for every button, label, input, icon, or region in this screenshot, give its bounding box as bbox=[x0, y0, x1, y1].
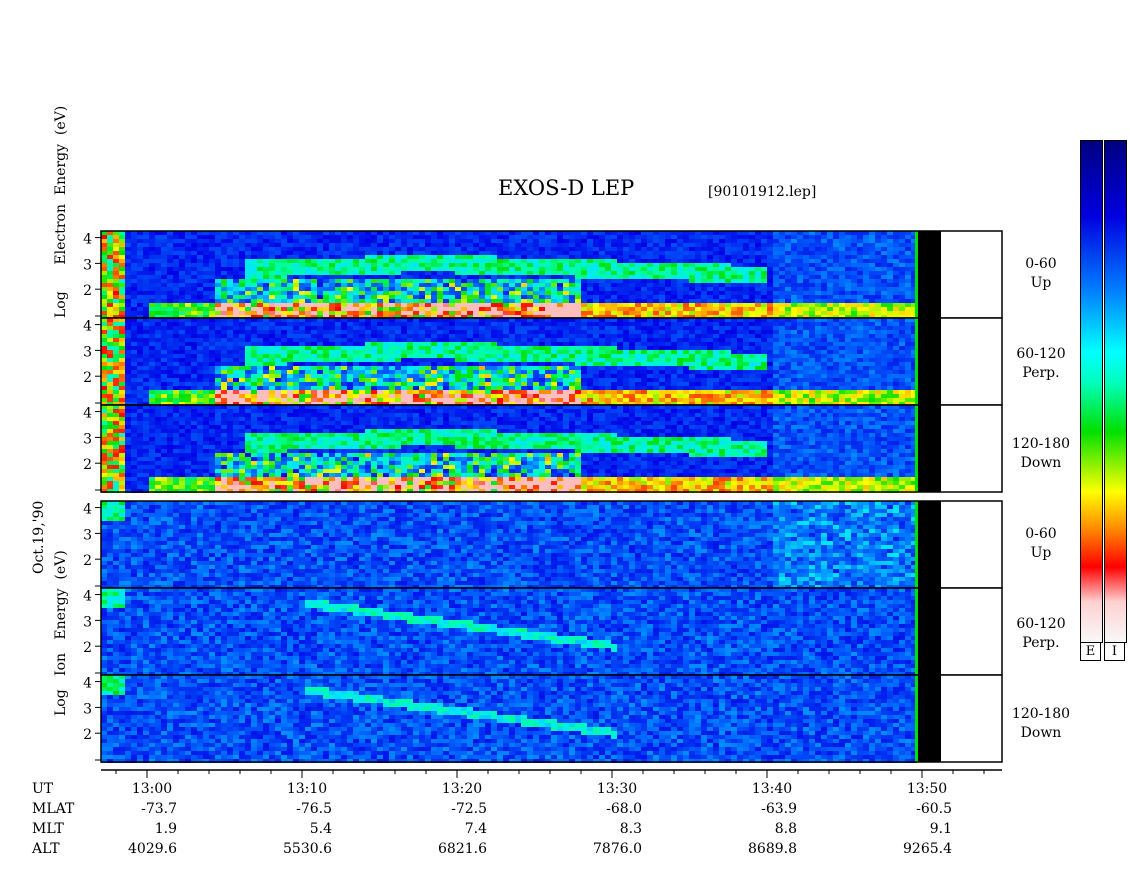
spectrogram-panel-6 bbox=[101, 675, 917, 763]
row-label-mlt: MLT bbox=[32, 821, 64, 837]
y-tick-label: 2 bbox=[83, 370, 92, 386]
ephemeris-mlat-value: -73.7 bbox=[141, 801, 177, 817]
y-tick-label: 3 bbox=[83, 614, 92, 630]
y-tick-label: 3 bbox=[83, 344, 92, 360]
ephemeris-mlat-value: -63.9 bbox=[761, 801, 797, 817]
chart-title: EXOS-D LEP bbox=[498, 176, 635, 200]
ion-energy-label: Log Ion Energy (eV) bbox=[53, 550, 69, 716]
panel-label-i-down: 120-180 Down bbox=[1011, 706, 1071, 741]
spectrogram-panel-2 bbox=[101, 318, 917, 406]
y-tick-label: 2 bbox=[83, 283, 92, 299]
ephemeris-mlat-value: -72.5 bbox=[451, 801, 487, 817]
spectrogram-panel-1 bbox=[101, 231, 917, 319]
ephemeris-mlat-value: -76.5 bbox=[296, 801, 332, 817]
data-gap-2 bbox=[918, 318, 941, 405]
y-tick-label: 2 bbox=[83, 553, 92, 569]
y-tick-label: 3 bbox=[83, 257, 92, 273]
colorbar-ion bbox=[1104, 140, 1127, 643]
panel-label-i-perp: 60-120 Perp. bbox=[1016, 616, 1066, 651]
y-tick-label: 3 bbox=[83, 431, 92, 447]
data-gap-5 bbox=[918, 588, 941, 675]
x-tick-label: 13:20 bbox=[442, 781, 482, 797]
y-tick-label: 2 bbox=[83, 457, 92, 473]
y-tick-label: 4 bbox=[83, 232, 92, 248]
ephemeris-mlat-value: -68.0 bbox=[606, 801, 642, 817]
colorbar-label-e: E bbox=[1080, 642, 1101, 661]
ephemeris-mlt-value: 5.4 bbox=[310, 821, 332, 837]
panel-frame-3 bbox=[100, 404, 1003, 493]
panel-label-e-down: 120-180 Down bbox=[1011, 436, 1071, 471]
y-tick-label: 4 bbox=[83, 502, 92, 518]
y-tick-label: 2 bbox=[83, 727, 92, 743]
ephemeris-mlt-value: 7.4 bbox=[465, 821, 487, 837]
x-tick-label: 13:00 bbox=[132, 781, 172, 797]
spectrogram-panel-3 bbox=[101, 405, 917, 493]
data-gap-1 bbox=[918, 231, 941, 318]
ephemeris-mlt-value: 9.1 bbox=[930, 821, 952, 837]
y-tick-label: 4 bbox=[83, 406, 92, 422]
ephemeris-alt-value: 9265.4 bbox=[903, 841, 952, 857]
x-tick-label: 13:40 bbox=[752, 781, 792, 797]
colorbar-label-i: I bbox=[1104, 642, 1125, 661]
panel-label-e-perp: 60-120 Perp. bbox=[1016, 346, 1066, 381]
spectrogram-panel-5 bbox=[101, 588, 917, 676]
row-label-alt: ALT bbox=[32, 841, 60, 857]
ephemeris-mlt-value: 8.3 bbox=[620, 821, 642, 837]
ephemeris-alt-value: 7876.0 bbox=[593, 841, 642, 857]
date-label: Oct.19,'90 bbox=[31, 500, 47, 574]
panel-label-e-up: 0-60 Up bbox=[1025, 256, 1057, 291]
row-label-ut: UT bbox=[32, 781, 54, 797]
data-gap-3 bbox=[918, 405, 941, 492]
panel-label-i-up: 0-60 Up bbox=[1025, 526, 1057, 561]
spectrogram-panel-4 bbox=[101, 501, 917, 589]
row-label-mlat: MLAT bbox=[32, 801, 75, 817]
data-gap-4 bbox=[918, 501, 941, 588]
x-tick-label: 13:30 bbox=[597, 781, 637, 797]
ephemeris-alt-value: 5530.6 bbox=[283, 841, 332, 857]
x-tick-label: 13:10 bbox=[287, 781, 327, 797]
file-name: [90101912.lep] bbox=[708, 184, 817, 200]
ephemeris-mlt-value: 1.9 bbox=[155, 821, 177, 837]
ephemeris-alt-value: 6821.6 bbox=[438, 841, 487, 857]
y-tick-label: 3 bbox=[83, 701, 92, 717]
panel-frame-6 bbox=[100, 674, 1003, 763]
y-tick-label: 4 bbox=[83, 676, 92, 692]
y-tick-label: 3 bbox=[83, 527, 92, 543]
data-gap-6 bbox=[918, 675, 941, 762]
ephemeris-mlt-value: 8.8 bbox=[775, 821, 797, 837]
x-tick-label: 13:50 bbox=[907, 781, 947, 797]
ephemeris-alt-value: 4029.6 bbox=[128, 841, 177, 857]
y-tick-label: 2 bbox=[83, 640, 92, 656]
y-tick-label: 4 bbox=[83, 589, 92, 605]
ephemeris-mlat-value: -60.5 bbox=[916, 801, 952, 817]
electron-energy-label: Log Electron Energy (eV) bbox=[53, 105, 69, 318]
y-tick-label: 4 bbox=[83, 319, 92, 335]
ephemeris-alt-value: 8689.8 bbox=[748, 841, 797, 857]
colorbar-electron bbox=[1080, 140, 1103, 643]
